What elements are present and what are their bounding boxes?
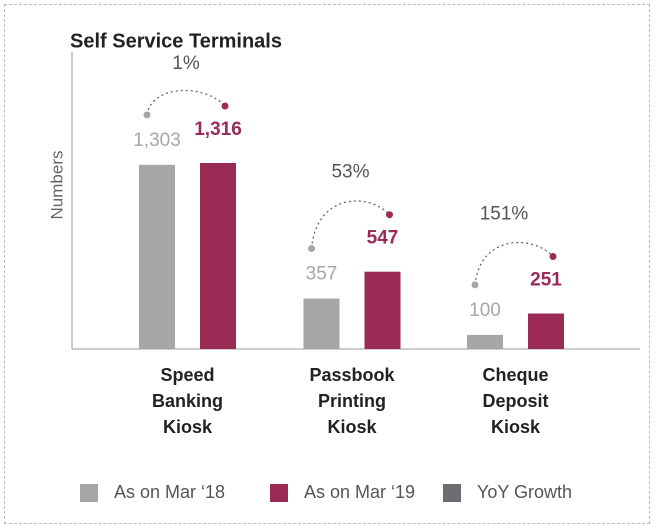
growth-dot xyxy=(549,253,557,261)
growth-dot xyxy=(386,211,393,219)
growth-dot xyxy=(143,111,151,119)
legend-label: As on Mar ‘19 xyxy=(304,482,416,502)
legend-swatch xyxy=(80,484,98,502)
x-tick-label: Passbook Printing Kiosk xyxy=(309,365,395,437)
growth-label: 1% xyxy=(172,53,200,74)
bar xyxy=(528,313,564,349)
x-tick-label: Speed Banking Kiosk xyxy=(151,365,223,437)
value-label: 251 xyxy=(530,270,562,291)
bar xyxy=(364,271,401,349)
value-label: 357 xyxy=(306,264,338,285)
value-label: 547 xyxy=(367,228,399,249)
bar xyxy=(303,298,340,349)
growth-arc xyxy=(146,89,226,115)
legend-swatch xyxy=(270,484,288,502)
growth-arc xyxy=(474,241,554,285)
growth-dot xyxy=(471,281,479,289)
legend-swatch xyxy=(443,484,461,502)
bar xyxy=(467,334,503,349)
value-label: 100 xyxy=(469,300,501,321)
growth-dot xyxy=(221,102,229,110)
value-label: 1,316 xyxy=(194,119,242,140)
chart-title: Self Service Terminals xyxy=(70,30,282,52)
y-axis-label: Numbers xyxy=(47,151,66,220)
bar xyxy=(200,163,236,349)
value-label: 1,303 xyxy=(133,130,181,151)
legend-label: As on Mar ‘18 xyxy=(114,482,226,502)
bar xyxy=(139,164,175,349)
x-tick-label: Cheque Deposit Kiosk xyxy=(482,365,549,437)
growth-label: 53% xyxy=(331,162,369,183)
growth-arc xyxy=(310,200,390,249)
growth-label: 151% xyxy=(480,204,529,225)
growth-dot xyxy=(308,245,315,253)
legend-label: YoY Growth xyxy=(477,482,573,502)
